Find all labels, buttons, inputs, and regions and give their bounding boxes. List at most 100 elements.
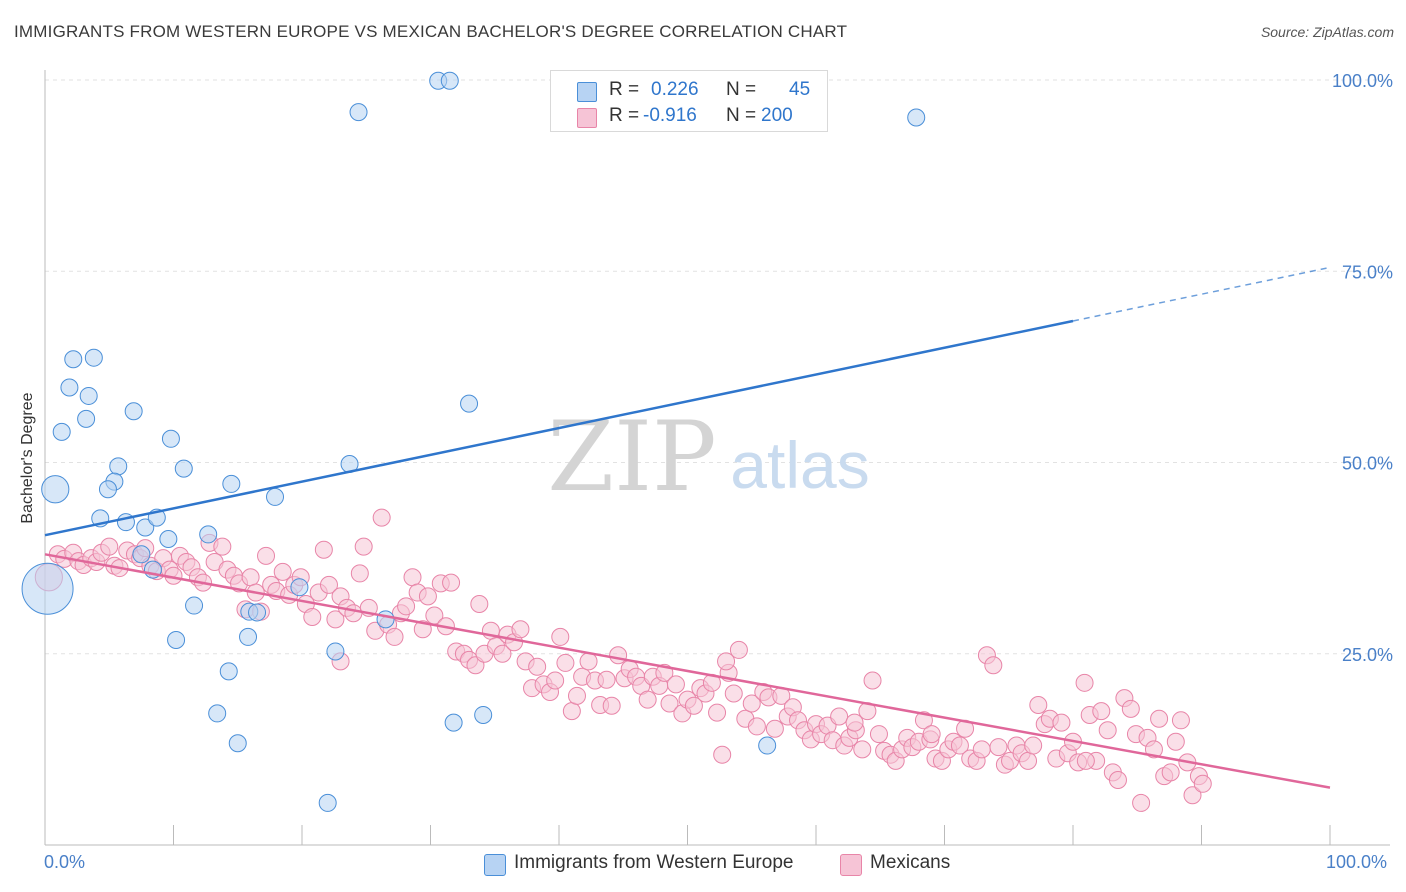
western-europe-point bbox=[136, 518, 155, 537]
western-europe-trend-extension bbox=[1072, 266, 1331, 322]
mexicans-point bbox=[418, 587, 437, 606]
western-europe-point bbox=[60, 378, 79, 397]
western-europe-point bbox=[326, 642, 345, 661]
mexicans-point bbox=[1121, 699, 1140, 718]
mexicans-point bbox=[708, 703, 727, 722]
western-europe-point bbox=[84, 348, 103, 367]
mexicans-point bbox=[1166, 732, 1185, 751]
mexicans-point bbox=[493, 644, 512, 663]
stats-swatch-pink bbox=[577, 108, 597, 128]
western-europe-point bbox=[79, 386, 98, 405]
western-europe-point bbox=[440, 71, 459, 90]
mexicans-point bbox=[922, 725, 941, 744]
r-value: 0.226 bbox=[651, 79, 699, 100]
mexicans-point bbox=[1193, 774, 1212, 793]
mexicans-point bbox=[344, 604, 363, 623]
mexicans-point bbox=[853, 740, 872, 759]
mexicans-points bbox=[34, 508, 1212, 812]
mexicans-point bbox=[546, 671, 565, 690]
mexicans-point bbox=[551, 627, 570, 646]
mexicans-point bbox=[602, 696, 621, 715]
western-europe-point bbox=[907, 108, 926, 127]
western-europe-point bbox=[266, 487, 285, 506]
western-europe-point bbox=[167, 630, 186, 649]
western-europe-point bbox=[239, 627, 258, 646]
mexicans-point bbox=[372, 508, 391, 527]
mexicans-point bbox=[989, 738, 1008, 757]
x-tick-min: 0.0% bbox=[44, 852, 86, 872]
mexicans-point bbox=[241, 568, 260, 587]
mexicans-point bbox=[579, 652, 598, 671]
source-label: Source: ZipAtlas.com bbox=[1260, 24, 1394, 40]
mexicans-point bbox=[984, 656, 1003, 675]
western-europe-point bbox=[219, 662, 238, 681]
western-europe-point bbox=[161, 429, 180, 448]
mexicans-point bbox=[511, 620, 530, 639]
mexicans-point bbox=[869, 725, 888, 744]
mexicans-point bbox=[742, 694, 761, 713]
mexicans-point bbox=[1171, 711, 1190, 730]
mexicans-point bbox=[1098, 721, 1117, 740]
y-tick-label: 50.0% bbox=[1342, 454, 1393, 474]
mexicans-point bbox=[972, 740, 991, 759]
mexicans-point bbox=[724, 684, 743, 703]
mexicans-point bbox=[562, 702, 581, 721]
r-label: R = bbox=[609, 79, 640, 100]
n-label: N = bbox=[726, 79, 757, 100]
mexicans-point bbox=[1108, 770, 1127, 789]
mexicans-point bbox=[1076, 751, 1095, 770]
stats-box: R = 0.226 N = 45 R = -0.916 N = 200 bbox=[550, 70, 828, 132]
legend-swatch-blue bbox=[484, 854, 506, 876]
n-value: 200 bbox=[761, 105, 793, 126]
mexicans-point bbox=[1075, 673, 1094, 692]
western-europe-point bbox=[474, 705, 493, 724]
y-tick-label: 75.0% bbox=[1342, 262, 1393, 282]
mexicans-point bbox=[442, 573, 461, 592]
mexicans-point bbox=[100, 537, 119, 556]
r-value: -0.916 bbox=[643, 105, 697, 126]
western-europe-point bbox=[21, 562, 74, 615]
mexicans-point bbox=[609, 646, 628, 665]
western-europe-point bbox=[98, 480, 117, 499]
y-tick-label: 25.0% bbox=[1342, 645, 1393, 665]
mexicans-point bbox=[213, 537, 232, 556]
watermark-atlas: atlas bbox=[730, 428, 869, 502]
western-europe-point bbox=[460, 394, 479, 413]
mexicans-trend-line bbox=[44, 553, 1331, 789]
mexicans-point bbox=[397, 597, 416, 616]
mexicans-point bbox=[314, 540, 333, 559]
mexicans-point bbox=[863, 671, 882, 690]
western-europe-point bbox=[52, 422, 71, 441]
mexicans-point bbox=[1183, 786, 1202, 805]
mexicans-point bbox=[1132, 793, 1151, 812]
western-europe-point bbox=[290, 578, 309, 597]
mexicans-point bbox=[713, 745, 732, 764]
mexicans-point bbox=[326, 610, 345, 629]
mexicans-point bbox=[717, 652, 736, 671]
mexicans-point bbox=[729, 640, 748, 659]
r-label: R = bbox=[609, 105, 640, 126]
mexicans-point bbox=[765, 719, 784, 738]
mexicans-point bbox=[567, 686, 586, 705]
western-europe-point bbox=[174, 459, 193, 478]
chart-title: IMMIGRANTS FROM WESTERN EUROPE VS MEXICA… bbox=[14, 22, 848, 41]
legend-swatch-pink bbox=[840, 854, 862, 876]
mexicans-point bbox=[684, 696, 703, 715]
mexicans-point bbox=[556, 653, 575, 672]
mexicans-point bbox=[319, 575, 338, 594]
mexicans-point bbox=[666, 675, 685, 694]
n-label: N = bbox=[726, 105, 757, 126]
western-europe-point bbox=[41, 475, 70, 504]
legend-label: Mexicans bbox=[870, 852, 951, 873]
mexicans-point bbox=[1029, 696, 1048, 715]
legend-label: Immigrants from Western Europe bbox=[514, 852, 794, 873]
western-europe-point bbox=[124, 402, 143, 421]
western-europe-trend-line bbox=[44, 319, 1074, 537]
mexicans-point bbox=[257, 546, 276, 565]
mexicans-point bbox=[385, 627, 404, 646]
western-europe-point bbox=[64, 350, 83, 369]
western-europe-points bbox=[21, 71, 926, 812]
stats-row-western-europe: R = 0.226 N = 45 bbox=[551, 77, 827, 103]
mexicans-point bbox=[597, 670, 616, 689]
